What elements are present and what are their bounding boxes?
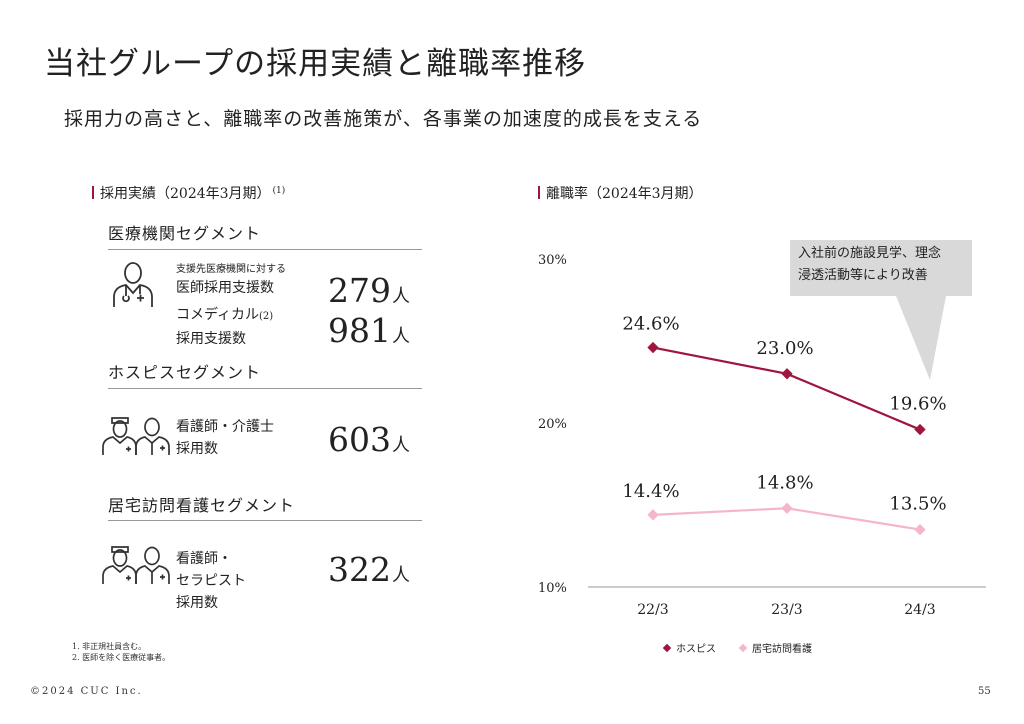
data-label: 14.8%: [756, 472, 813, 493]
turnover-heading-text: 離職率（2024年3月期）: [546, 186, 703, 202]
segment-divider: [108, 388, 422, 389]
data-point: [781, 502, 793, 514]
footnote-1: 1. 非正規社員含む。: [72, 642, 147, 651]
improvement-callout: 入社前の施設見学、理念 浸透活動等により改善: [790, 240, 972, 296]
heading-accent-bar: [92, 186, 94, 199]
comedical-label: コメディカル(2) 採用支援数: [176, 304, 273, 350]
segment-divider: [108, 520, 422, 521]
legend-label: ホスピス: [676, 643, 716, 655]
doctor-support-number: 279: [328, 271, 391, 310]
callout-line-1: 入社前の施設見学、理念: [798, 246, 942, 261]
footnotes: 1. 非正規社員含む。 2. 医師を除く医療従事者。: [72, 641, 170, 663]
segment-divider: [108, 249, 422, 250]
heading-accent-bar: [538, 186, 540, 199]
doctor-support-label-small: 支援先医療機関に対する: [176, 264, 286, 275]
page-title: 当社グループの採用実績と離職率推移: [44, 46, 587, 82]
comedical-value: 981人: [328, 313, 410, 355]
data-label: 14.4%: [622, 481, 679, 502]
nurse-therapist-icon: [102, 546, 170, 584]
hospice-value: 603人: [328, 422, 410, 464]
comedical-unit: 人: [392, 326, 410, 347]
nurse-caregiver-icon: [102, 417, 170, 455]
copyright: ©2024 CUC Inc.: [30, 686, 143, 697]
legend-marker: [662, 643, 672, 653]
doctor-support-label-main: 医師採用支援数: [176, 280, 274, 296]
data-point: [647, 509, 659, 521]
y-tick-label: 30%: [538, 253, 567, 268]
data-label: 19.6%: [889, 394, 946, 415]
comedical-label-note: (2): [259, 311, 274, 322]
footnote-2: 2. 医師を除く医療従事者。: [72, 653, 171, 662]
recruitment-heading-note: (1): [272, 186, 286, 196]
comedical-label-main: コメディカル: [176, 307, 260, 323]
callout-pointer: [896, 296, 946, 380]
x-tick-label: 23/3: [771, 602, 802, 618]
doctor-support-label: 支援先医療機関に対する 医師採用支援数: [176, 263, 286, 299]
turnover-chart: 30% 20% 10% 22/3 23/3 24/3 24.6% 23.0% 19.6% 14.4…: [538, 253, 986, 655]
doctor-icon: [113, 262, 153, 307]
hospice-label: 看護師・介護士 採用数: [176, 416, 274, 460]
hospice-unit: 人: [392, 435, 410, 456]
data-point: [914, 523, 926, 536]
y-tick-label: 10%: [538, 581, 567, 596]
callout-line-2: 浸透活動等により改善: [798, 268, 928, 283]
comedical-number: 981: [328, 311, 391, 350]
home-nursing-unit: 人: [392, 565, 410, 586]
data-label: 24.6%: [622, 314, 679, 335]
hospice-label-sub: 採用数: [176, 441, 218, 457]
data-point: [914, 423, 926, 436]
home-nursing-label-sub2: 採用数: [176, 595, 218, 611]
data-label: 23.0%: [756, 338, 813, 359]
data-point: [781, 368, 793, 380]
page-number: 55: [978, 686, 991, 697]
doctor-support-unit: 人: [392, 286, 410, 307]
turnover-heading: 離職率（2024年3月期）: [538, 183, 703, 203]
x-tick-label: 22/3: [637, 602, 668, 618]
home-nursing-label-sub: セラピスト: [176, 573, 246, 589]
home-nursing-number: 322: [328, 550, 391, 589]
segment-title-medical: 医療機関セグメント: [108, 224, 262, 243]
y-tick-label: 20%: [538, 417, 567, 432]
data-label: 13.5%: [889, 494, 946, 515]
segment-title-home-nursing: 居宅訪問看護セグメント: [108, 496, 296, 515]
x-tick-label: 24/3: [904, 602, 935, 618]
comedical-label-sub: 採用支援数: [176, 331, 246, 347]
page-subtitle: 採用力の高さと、離職率の改善施策が、各事業の加速度的成長を支える: [64, 108, 703, 130]
doctor-support-value: 279人: [328, 273, 410, 315]
home-nursing-label-main: 看護師・: [176, 551, 232, 567]
data-point: [647, 341, 659, 354]
hospice-label-main: 看護師・介護士: [176, 419, 274, 435]
series-line-hospice: [652, 346, 921, 431]
home-nursing-value: 322人: [328, 552, 410, 594]
legend-marker: [738, 643, 748, 653]
hospice-number: 603: [328, 420, 391, 459]
recruitment-heading-text: 採用実績（2024年3月期）: [100, 186, 271, 202]
legend-label: 居宅訪問看護: [752, 642, 812, 655]
home-nursing-label: 看護師・ セラピスト 採用数: [176, 548, 246, 614]
recruitment-heading: 採用実績（2024年3月期） (1): [92, 183, 285, 203]
segment-title-hospice: ホスピスセグメント: [108, 363, 262, 382]
